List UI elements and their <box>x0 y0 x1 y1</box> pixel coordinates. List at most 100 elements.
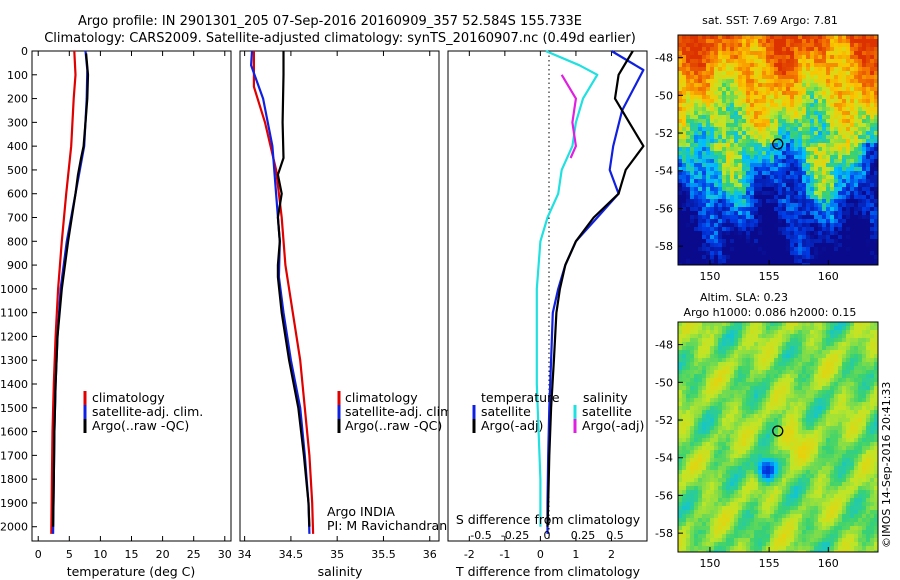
heatmap-cell <box>702 410 707 415</box>
heatmap-cell <box>734 334 739 339</box>
heatmap-cell <box>678 430 683 435</box>
heatmap-cell <box>846 115 851 120</box>
series-line-climatology <box>50 50 77 534</box>
heatmap-cell <box>818 259 823 264</box>
heatmap-cell <box>750 342 755 347</box>
heatmap-cell <box>694 251 699 256</box>
heatmap-cell <box>742 378 747 383</box>
heatmap-cell <box>706 462 711 467</box>
heatmap-cell <box>682 111 687 116</box>
heatmap-cell <box>694 466 699 471</box>
heatmap-cell <box>786 494 791 499</box>
heatmap-cell <box>734 478 739 483</box>
heatmap-cell <box>818 203 823 208</box>
heatmap-cell <box>702 474 707 479</box>
heatmap-cell <box>798 386 803 391</box>
heatmap-cell <box>834 219 839 224</box>
heatmap-cell <box>678 346 683 351</box>
heatmap-cell <box>754 187 759 192</box>
heatmap-cell <box>830 143 835 148</box>
heatmap-cell <box>806 354 811 359</box>
heatmap-cell <box>694 334 699 339</box>
heatmap-cell <box>834 75 839 80</box>
heatmap-cell <box>718 143 723 148</box>
heatmap-cell <box>750 259 755 264</box>
heatmap-cell <box>854 43 859 48</box>
heatmap-cell <box>814 195 819 200</box>
heatmap-cell <box>730 342 735 347</box>
heatmap-cell <box>854 131 859 136</box>
heatmap-cell <box>758 462 763 467</box>
heatmap-cell <box>802 143 807 148</box>
heatmap-cell <box>678 63 683 68</box>
heatmap-cell <box>686 498 691 503</box>
heatmap-cell <box>714 426 719 431</box>
heatmap-cell <box>706 195 711 200</box>
heatmap-cell <box>710 530 715 535</box>
heatmap-cell <box>782 498 787 503</box>
heatmap-cell <box>786 330 791 335</box>
heatmap-cell <box>766 123 771 128</box>
heatmap-cell <box>782 95 787 100</box>
heatmap-cell <box>738 490 743 495</box>
heatmap-cell <box>754 402 759 407</box>
heatmap-cell <box>698 342 703 347</box>
heatmap-cell <box>822 67 827 72</box>
heatmap-cell <box>726 514 731 519</box>
heatmap-cell <box>694 474 699 479</box>
heatmap-cell <box>694 107 699 112</box>
heatmap-cell <box>810 207 815 212</box>
heatmap-cell <box>854 95 859 100</box>
heatmap-cell <box>734 538 739 543</box>
heatmap-cell <box>798 251 803 256</box>
heatmap-cell <box>870 191 875 196</box>
heatmap-cell <box>810 63 815 68</box>
heatmap-cell <box>714 378 719 383</box>
heatmap-cell <box>730 107 735 112</box>
heatmap-cell <box>742 394 747 399</box>
heatmap-cell <box>682 175 687 180</box>
heatmap-cell <box>730 243 735 248</box>
heatmap-cell <box>738 163 743 168</box>
heatmap-cell <box>826 63 831 68</box>
heatmap-cell <box>870 251 875 256</box>
heatmap-cell <box>738 223 743 228</box>
heatmap-cell <box>678 119 683 124</box>
heatmap-cell <box>758 382 763 387</box>
heatmap-cell <box>730 179 735 184</box>
heatmap-cell <box>734 530 739 535</box>
heatmap-cell <box>718 546 723 551</box>
heatmap-cell <box>686 406 691 411</box>
heatmap-cell <box>774 466 779 471</box>
heatmap-cell <box>750 362 755 367</box>
heatmap-cell <box>778 410 783 415</box>
heatmap-cell <box>790 482 795 487</box>
heatmap-cell <box>746 414 751 419</box>
heatmap-cell <box>834 115 839 120</box>
heatmap-cell <box>770 79 775 84</box>
heatmap-cell <box>758 215 763 220</box>
heatmap-cell <box>706 231 711 236</box>
heatmap-cell <box>726 243 731 248</box>
heatmap-cell <box>842 199 847 204</box>
heatmap-cell <box>854 203 859 208</box>
heatmap-cell <box>794 259 799 264</box>
heatmap-cell <box>690 438 695 443</box>
heatmap-cell <box>750 251 755 256</box>
heatmap-cell <box>698 99 703 104</box>
heatmap-cell <box>754 450 759 455</box>
heatmap-cell <box>754 71 759 76</box>
heatmap-cell <box>682 191 687 196</box>
heatmap-cell <box>726 95 731 100</box>
heatmap-cell <box>782 155 787 160</box>
heatmap-cell <box>838 215 843 220</box>
heatmap-cell <box>738 43 743 48</box>
heatmap-cell <box>682 390 687 395</box>
heatmap-cell <box>750 506 755 511</box>
heatmap-cell <box>802 243 807 248</box>
heatmap-cell <box>826 151 831 156</box>
heatmap-cell <box>698 522 703 527</box>
heatmap-cell <box>782 446 787 451</box>
heatmap-cell <box>866 55 871 60</box>
heatmap-cell <box>822 199 827 204</box>
